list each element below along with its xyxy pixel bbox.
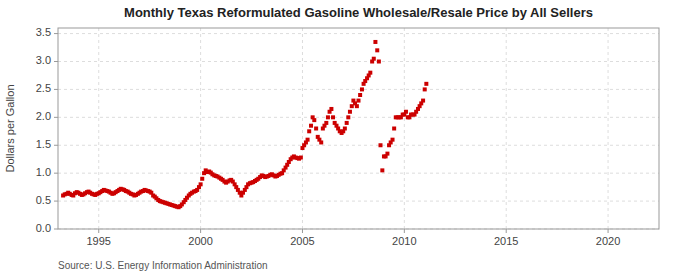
y-tick-label: 3.0	[36, 54, 51, 66]
x-tick	[608, 229, 609, 233]
point	[375, 48, 379, 52]
y-tick	[54, 33, 58, 34]
x-tick-label: 2020	[596, 235, 620, 247]
x-tick	[200, 229, 201, 233]
x-tick	[302, 229, 303, 233]
y-tick	[54, 89, 58, 90]
point	[423, 87, 427, 91]
point	[357, 99, 361, 103]
x-grid-line	[404, 28, 405, 229]
x-tick-label: 2000	[188, 235, 212, 247]
y-tick	[54, 61, 58, 62]
x-tick-label: 2010	[392, 235, 416, 247]
y-tick	[54, 145, 58, 146]
grid	[58, 28, 659, 229]
point	[343, 127, 347, 131]
x-grid-line	[506, 28, 507, 229]
point	[329, 107, 333, 111]
y-grid-line	[58, 33, 659, 34]
point	[319, 140, 323, 144]
point	[312, 118, 316, 122]
y-tick	[54, 117, 58, 118]
point	[345, 121, 349, 125]
x-grid-line	[200, 28, 201, 229]
axes: 0.0 0.5 1.0 1.5 2.0 2.5 3.0 3.5 1995 2000 2005 2010…	[36, 26, 659, 247]
y-grid-line	[58, 89, 659, 90]
annotation: Source: U.S. Energy Information Administ…	[58, 260, 268, 271]
y-tick-label: 1.0	[36, 166, 51, 178]
point	[348, 110, 352, 114]
x-tick-label: 1995	[87, 235, 111, 247]
point	[306, 138, 310, 142]
chart-container: 0.0 0.5 1.0 1.5 2.0 2.5 3.0 3.5 1995 2000 2005 2010…	[0, 0, 675, 275]
y-grid-line	[58, 61, 659, 62]
point	[372, 57, 376, 61]
point	[314, 127, 318, 131]
point	[421, 99, 425, 103]
point	[385, 152, 389, 156]
point	[368, 71, 372, 75]
point	[309, 124, 313, 128]
y-tick-label: 0.5	[36, 194, 51, 206]
point	[424, 82, 428, 86]
y-grid-line	[58, 117, 659, 118]
x-tick	[404, 229, 405, 233]
y-tick-label: 2.5	[36, 82, 51, 94]
y-tick	[54, 229, 58, 230]
point	[379, 143, 383, 147]
point	[331, 115, 335, 119]
x-tick	[506, 229, 507, 233]
y-tick-label: 0.0	[36, 222, 51, 234]
x-tick-label: 2015	[494, 235, 518, 247]
point	[360, 87, 364, 91]
chart-svg: 0.0 0.5 1.0 1.5 2.0 2.5 3.0 3.5 1995 2000 2005 2010…	[0, 0, 675, 275]
point	[404, 110, 408, 114]
y-axis-label: Dollars per Gallon	[4, 84, 16, 172]
point	[358, 93, 362, 97]
point	[391, 138, 395, 142]
point	[200, 177, 204, 181]
title: Monthly Texas Reformulated Gasoline Whol…	[124, 5, 593, 20]
x-tick	[98, 229, 99, 233]
y-grid-line	[58, 201, 659, 202]
y-tick-label: 3.5	[36, 26, 51, 38]
point	[355, 104, 359, 108]
points	[61, 40, 428, 209]
x-grid-line	[608, 28, 609, 229]
y-tick-label: 2.0	[36, 110, 51, 122]
y-tick-label: 1.5	[36, 138, 51, 150]
point	[346, 115, 350, 119]
point	[299, 156, 303, 160]
point	[307, 129, 311, 133]
x-grid-line	[98, 28, 99, 229]
y-tick	[54, 173, 58, 174]
x-grid-line	[302, 28, 303, 229]
point	[380, 168, 384, 172]
y-grid-line	[58, 173, 659, 174]
point	[373, 40, 377, 44]
point	[377, 60, 381, 64]
point	[392, 127, 396, 131]
y-tick	[54, 201, 58, 202]
y-grid-line	[58, 145, 659, 146]
point	[324, 121, 328, 125]
point	[326, 115, 330, 119]
point	[199, 182, 203, 186]
x-tick-label: 2005	[290, 235, 314, 247]
plot-frame	[58, 28, 659, 229]
